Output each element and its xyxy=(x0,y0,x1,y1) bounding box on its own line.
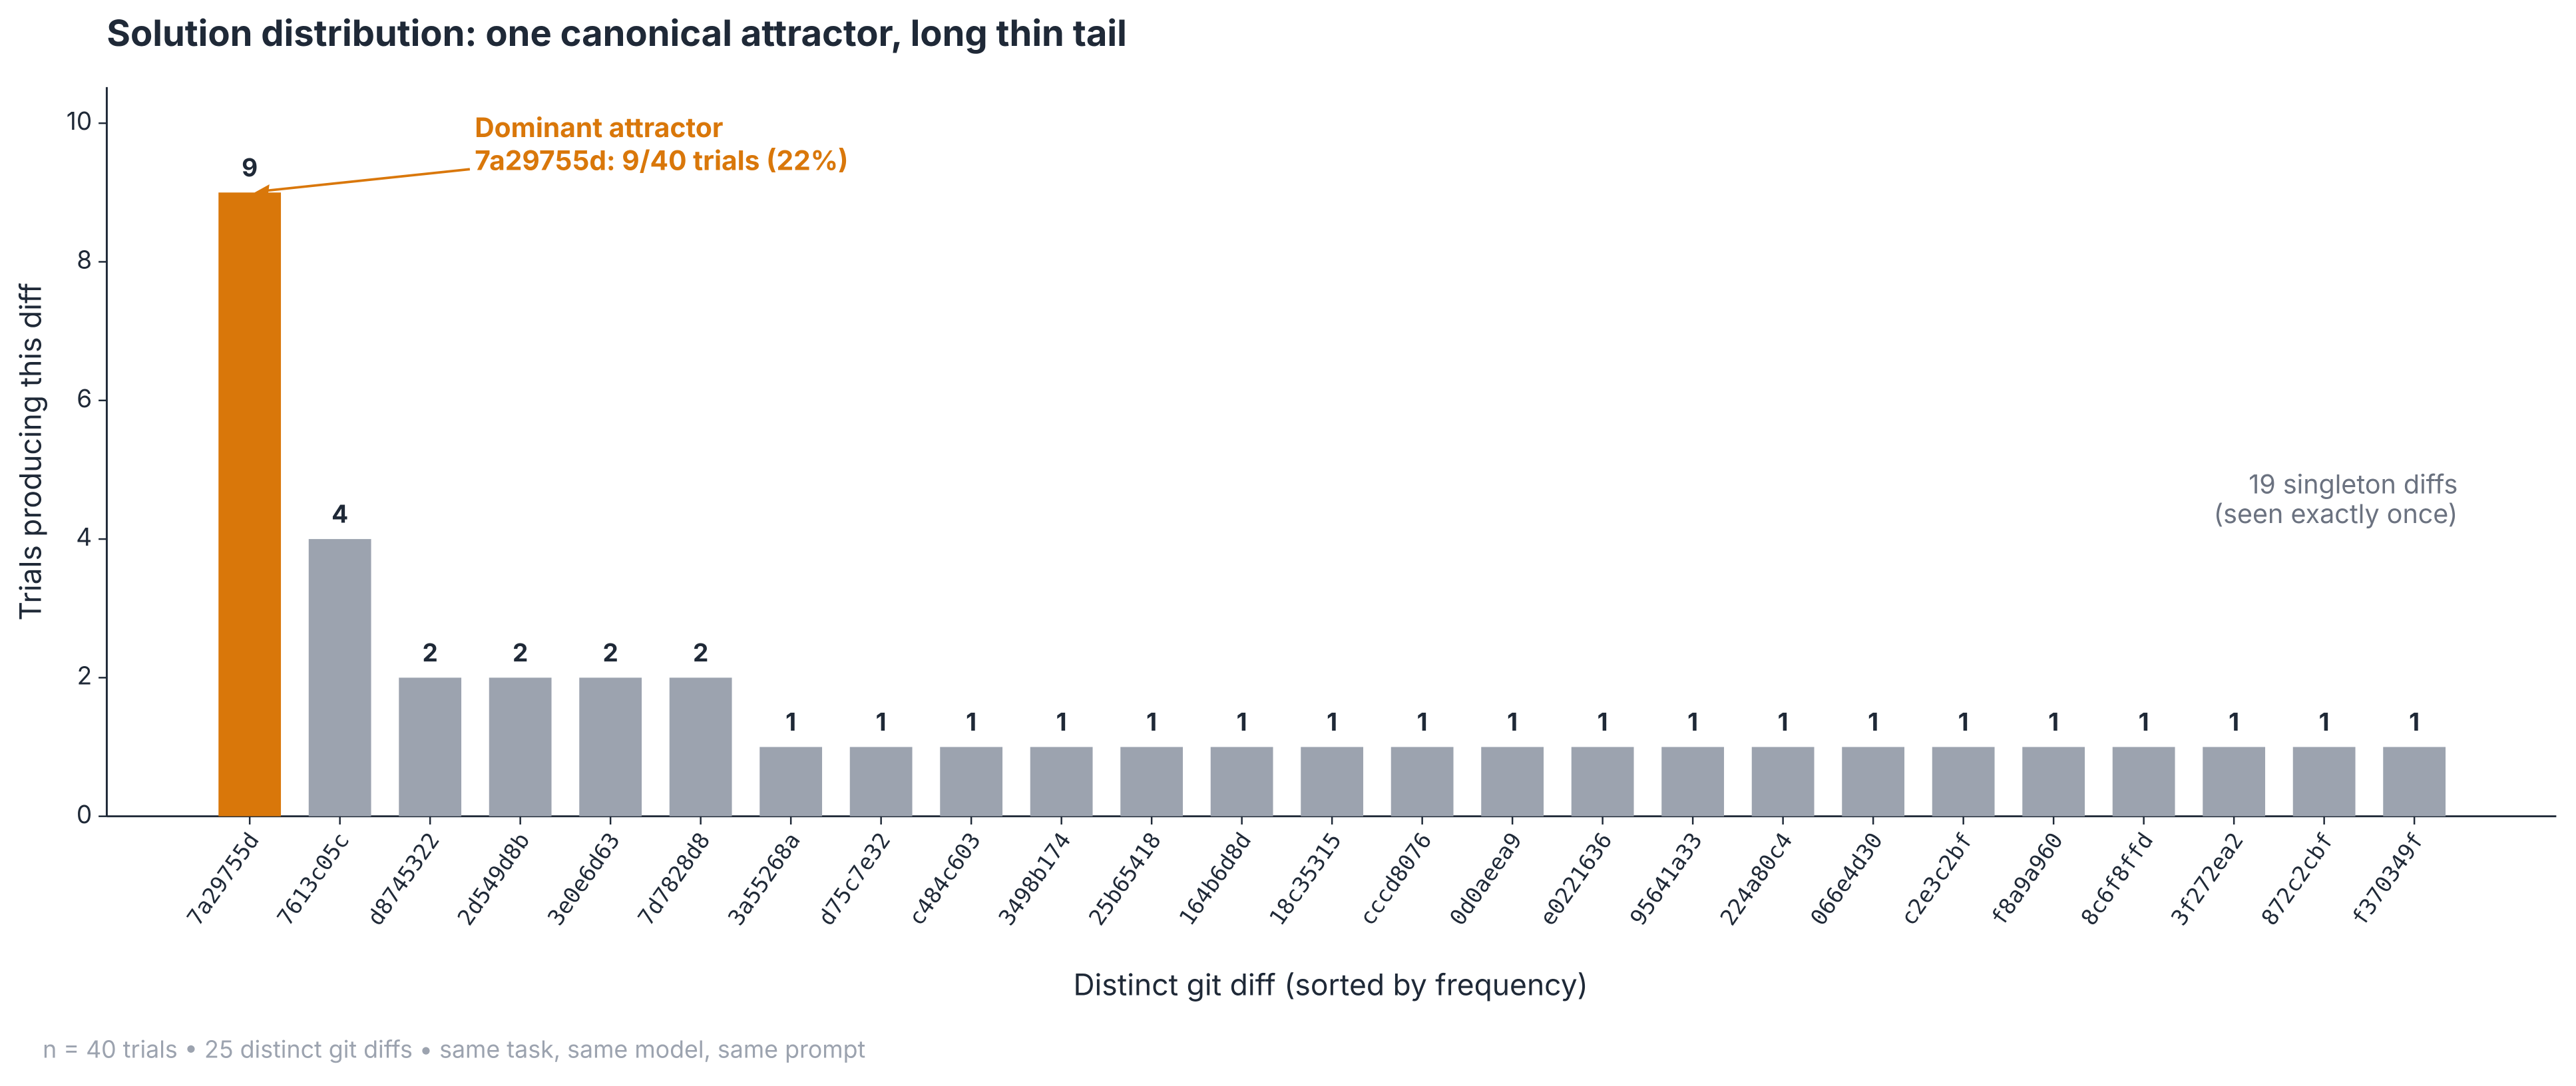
bar xyxy=(1120,747,1183,816)
data-label: 4 xyxy=(331,499,348,529)
x-tick-label: c484c603 xyxy=(903,828,986,930)
data-label: 1 xyxy=(1237,707,1247,737)
annotation-arrow xyxy=(264,168,471,192)
data-label: 1 xyxy=(966,707,976,737)
bar xyxy=(1932,747,1995,816)
bar xyxy=(940,747,1003,816)
x-tick-label: 8c6f8ffd xyxy=(2075,828,2158,930)
x-tick-label: 224a80c4 xyxy=(1715,828,1797,930)
data-label: 1 xyxy=(1507,707,1518,737)
bar xyxy=(1661,747,1725,816)
x-tick-label: 066e4d30 xyxy=(1805,828,1888,930)
x-tick-label: 7a29755d xyxy=(182,828,264,930)
x-tick-label: cccd8076 xyxy=(1354,828,1436,930)
y-tick-label: 8 xyxy=(77,245,92,275)
data-label: 1 xyxy=(2229,707,2239,737)
data-label: 2 xyxy=(693,637,708,667)
footnote: n = 40 trials • 25 distinct git diffs • … xyxy=(43,1034,865,1063)
x-tick-label: 25b65418 xyxy=(1084,828,1166,930)
data-label: 1 xyxy=(1687,707,1698,737)
chart-title: Solution distribution: one canonical att… xyxy=(107,11,1126,55)
bar xyxy=(1842,747,1905,816)
data-label: 1 xyxy=(1146,707,1157,737)
x-tick-label: 2d549d8b xyxy=(452,828,535,930)
bar xyxy=(2112,747,2175,816)
y-tick-label: 10 xyxy=(67,106,92,136)
bar xyxy=(1571,747,1634,816)
y-tick-label: 0 xyxy=(77,799,92,829)
x-tick-label: 18c35315 xyxy=(1264,828,1347,930)
bar xyxy=(1391,747,1454,816)
annotation-arrowhead xyxy=(254,184,270,196)
data-label: 9 xyxy=(242,152,258,182)
data-label: 1 xyxy=(785,707,796,737)
data-label: 1 xyxy=(1327,707,1337,737)
x-tick-label: 7613c05c xyxy=(272,828,354,930)
y-axis-label: Trials producing this diff xyxy=(12,283,48,621)
x-tick-label: c2e3c2bf xyxy=(1895,828,1978,930)
bar xyxy=(218,192,282,816)
x-tick-label: 0d0aeea9 xyxy=(1444,828,1527,930)
y-tick-label: 4 xyxy=(76,522,92,552)
x-tick-label: 164b6d8d xyxy=(1174,828,1256,930)
annotation-line: Dominant attractor xyxy=(475,111,723,144)
bar xyxy=(759,747,823,816)
data-label: 2 xyxy=(422,637,437,667)
x-tick-label: 3e0e6d63 xyxy=(542,828,625,930)
data-label: 1 xyxy=(2319,707,2330,737)
bar xyxy=(1751,747,1815,816)
x-tick-label: 3498b174 xyxy=(993,828,1076,930)
data-label: 1 xyxy=(2139,707,2149,737)
y-tick-label: 2 xyxy=(77,660,93,690)
annotation-line: 7a29755d: 9/40 trials (22%) xyxy=(475,144,848,176)
x-tick-label: f370349f xyxy=(2346,828,2429,930)
bar xyxy=(399,677,462,816)
x-axis-label: Distinct git diff (sorted by frequency) xyxy=(1073,967,1588,1003)
x-tick-label: f8a9a960 xyxy=(1986,828,2068,930)
x-tick-label: d75c7e32 xyxy=(813,828,895,930)
x-tick-label: 3a55268a xyxy=(723,828,805,930)
bar xyxy=(308,539,371,816)
data-label: 1 xyxy=(1417,707,1428,737)
bar xyxy=(2022,747,2085,816)
data-label: 1 xyxy=(2048,707,2059,737)
x-tick-label: 7d7828d8 xyxy=(632,828,715,930)
data-label: 1 xyxy=(1778,707,1789,737)
bar xyxy=(2383,747,2446,816)
bar xyxy=(1210,747,1273,816)
data-label: 2 xyxy=(513,637,528,667)
x-tick-label: 3f272ea2 xyxy=(2166,828,2249,930)
x-tick-label: d8745322 xyxy=(362,828,445,930)
bar xyxy=(669,677,732,816)
data-label: 2 xyxy=(602,637,618,667)
bar xyxy=(579,677,642,816)
bar xyxy=(2203,747,2266,816)
note-line: 19 singleton diffs xyxy=(2249,468,2458,500)
x-tick-label: e0221636 xyxy=(1534,828,1617,930)
bar xyxy=(489,677,552,816)
data-label: 1 xyxy=(1056,707,1067,737)
data-label: 1 xyxy=(1958,707,1969,737)
bar xyxy=(849,747,913,816)
bar xyxy=(1301,747,1364,816)
data-label: 1 xyxy=(1598,707,1608,737)
y-tick-label: 6 xyxy=(77,383,92,413)
data-label: 1 xyxy=(2409,707,2420,737)
x-tick-label: 95641a33 xyxy=(1625,828,1707,930)
bar xyxy=(2292,747,2356,816)
x-tick-label: 872c2cbf xyxy=(2256,828,2338,930)
data-label: 1 xyxy=(1868,707,1878,737)
bar xyxy=(1481,747,1544,816)
note-line: (seen exactly once) xyxy=(2214,498,2458,530)
bar xyxy=(1030,747,1093,816)
data-label: 1 xyxy=(876,707,887,737)
